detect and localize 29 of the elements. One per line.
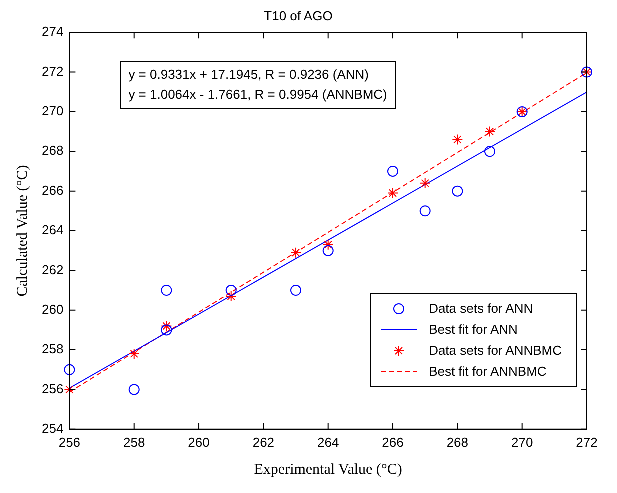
x-tick-label: 258	[124, 434, 146, 450]
legend-label: Data sets for ANNBMC	[429, 343, 562, 358]
y-tick-label: 264	[42, 222, 64, 238]
x-tick-label: 270	[511, 434, 534, 450]
y-tick-label: 266	[42, 182, 64, 198]
legend-label: Best fit for ANNBMC	[429, 364, 547, 380]
y-tick-label: 258	[42, 342, 64, 357]
x-tick-label: 264	[317, 434, 340, 450]
y-axis-title: Calculated Value (°C)	[14, 165, 31, 297]
x-tick-label: 256	[58, 434, 81, 450]
y-tick-label: 272	[42, 64, 64, 79]
y-tick-label: 268	[42, 143, 64, 158]
x-tick-label: 262	[252, 434, 275, 450]
y-tick-label: 256	[42, 381, 64, 396]
x-tick-label: 260	[188, 434, 210, 450]
legend-label: Data sets for ANN	[429, 301, 534, 316]
y-tick-label: 274	[42, 24, 64, 40]
annotation: y = 1.0064x - 1.7661, R = 0.9954 (ANNBMC)	[128, 86, 388, 104]
x-axis-title: Experimental Value (°C)	[254, 462, 402, 478]
y-tick-label: 270	[42, 104, 64, 119]
annotation: y = 0.9331x + 17.1945, R = 0.9236 (ANN)	[128, 66, 370, 84]
x-tick-label: 272	[576, 434, 598, 450]
y-tick-label: 260	[42, 302, 64, 317]
x-tick-label: 268	[446, 434, 469, 450]
chart-title: T10 of AGO	[264, 8, 333, 24]
y-tick-label: 254	[42, 420, 64, 436]
y-tick-label: 262	[42, 262, 64, 278]
legend-label: Best fit for ANN	[429, 322, 518, 338]
x-tick-label: 266	[382, 434, 404, 450]
